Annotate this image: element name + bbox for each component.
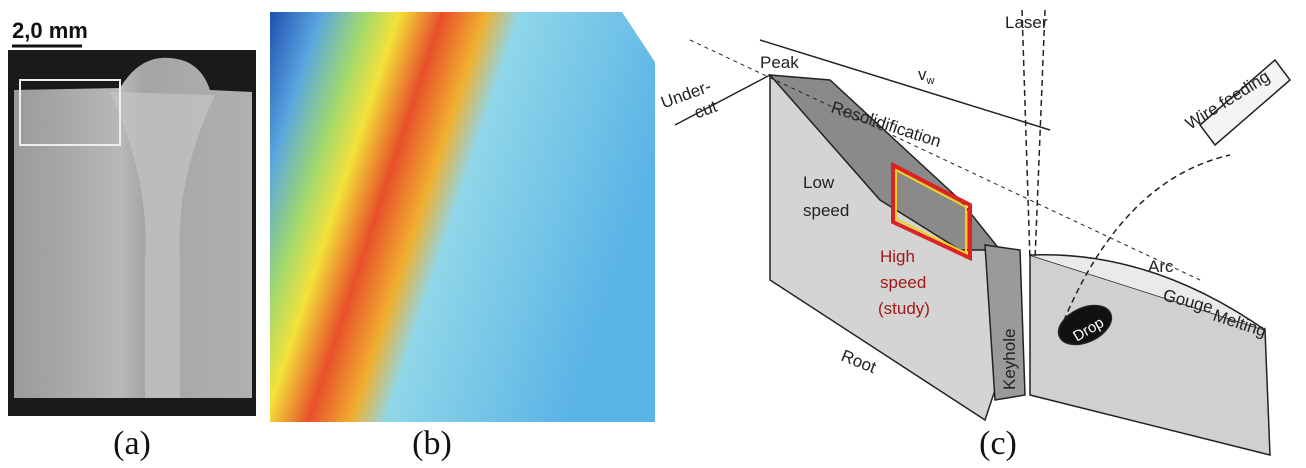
panel-c: Peak Under-cut Resolidification vw Laser… xyxy=(658,10,1290,462)
label-line: (study) xyxy=(878,299,930,318)
laser-beam xyxy=(1035,10,1045,260)
label-velocity: vw xyxy=(918,65,935,87)
label-line: High xyxy=(880,247,915,266)
label-peak: Peak xyxy=(760,53,799,72)
label-line: speed xyxy=(803,201,849,220)
label-root: Root xyxy=(839,346,880,377)
figure: 2,0 mm (a) (b) Peak Under-cut Resolidifi… xyxy=(0,0,1306,468)
label-arc: Arc xyxy=(1148,257,1174,276)
label-part: w xyxy=(926,75,935,87)
panel-label: (c) xyxy=(979,425,1017,462)
label-line: speed xyxy=(880,273,926,292)
label-laser: Laser xyxy=(1005,13,1048,32)
height-map xyxy=(270,12,655,422)
label-line: Low xyxy=(803,173,835,192)
laser-beam xyxy=(1022,10,1030,260)
panel-label: (b) xyxy=(412,425,452,462)
label-keyhole: Keyhole xyxy=(1000,329,1019,390)
panel-label: (a) xyxy=(113,425,151,462)
scale-bar-label: 2,0 mm xyxy=(12,18,88,43)
panel-a: 2,0 mm (a) xyxy=(8,18,256,462)
label-undercut: Under-cut xyxy=(658,77,721,132)
panel-b: (b) xyxy=(270,12,655,462)
page: {"panels": [ {"label": "(a)", "scale_bar… xyxy=(0,0,1306,468)
